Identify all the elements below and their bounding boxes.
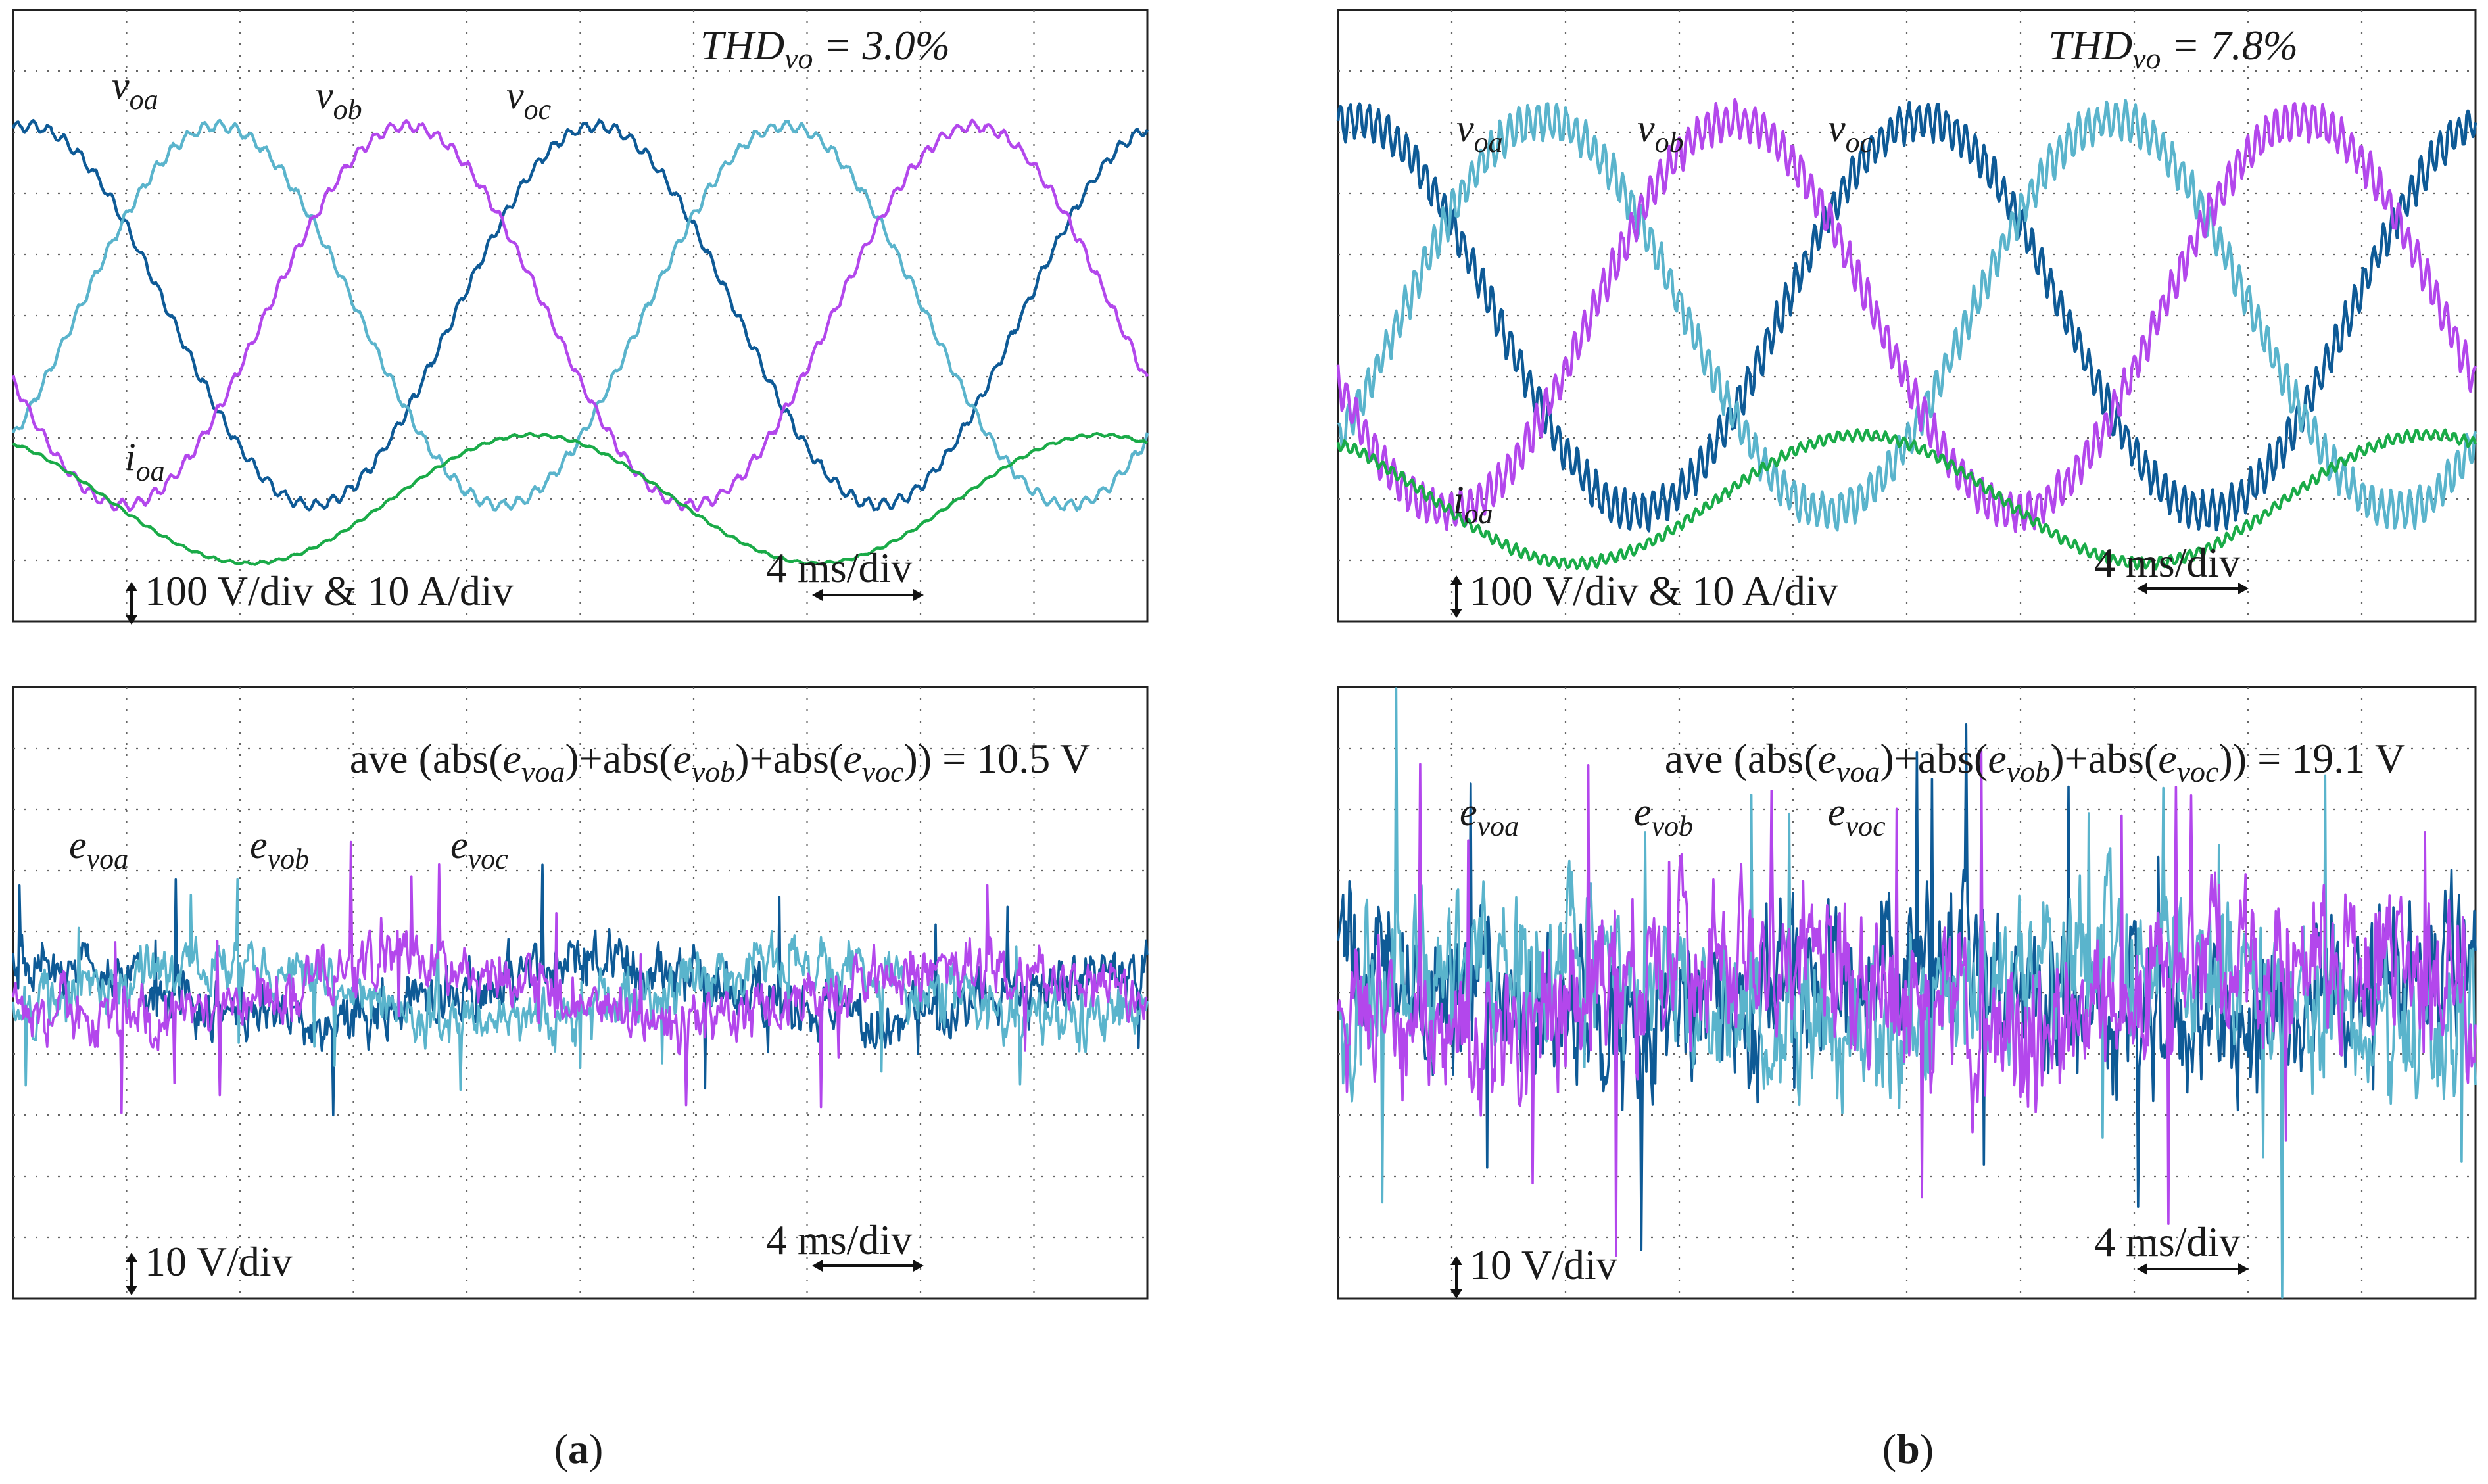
caption-a: (a) bbox=[554, 1425, 604, 1472]
trace-v-oa bbox=[1336, 101, 2477, 533]
series-label-e-voa: evoa bbox=[69, 823, 128, 875]
trace-i-oa bbox=[1336, 428, 2477, 571]
series-label-e-voc: evoc bbox=[1828, 790, 1886, 842]
chart-title: THDvo = 7.8% bbox=[2048, 22, 2298, 75]
time-div-arrow bbox=[2137, 583, 2249, 594]
series-label-v-ob: vob bbox=[1637, 107, 1684, 158]
series-label-v-oc: voc bbox=[506, 74, 552, 126]
trace-e-voc bbox=[12, 840, 1148, 1114]
chart-title: ave (abs(evoa)+abs(evob)+abs(evoc)) = 19… bbox=[1665, 735, 2406, 788]
series-label-e-vob: evob bbox=[1634, 790, 1693, 842]
panel-b-top: voa vob voc ioa THDvo = 7.8% 100 V/div & 10 A… bbox=[1336, 9, 2477, 623]
vertical-scale-arrow bbox=[126, 582, 137, 625]
series-label-e-voa: evoa bbox=[1460, 790, 1519, 842]
traces bbox=[11, 118, 1149, 566]
trace-v-oc bbox=[11, 118, 1149, 512]
series-label-e-vob: evob bbox=[250, 823, 309, 875]
caption-b: (b) bbox=[1882, 1425, 1934, 1472]
scale-label: 10 V/div bbox=[145, 1238, 293, 1285]
traces bbox=[1337, 687, 2477, 1299]
series-label-i-oa: ioa bbox=[125, 435, 165, 487]
time-div-label: 4 ms/div bbox=[2094, 539, 2240, 586]
series-label-v-ob: vob bbox=[316, 74, 362, 126]
time-div-label: 4 ms/div bbox=[766, 544, 912, 591]
series-label-v-oa: voa bbox=[112, 64, 158, 116]
time-div-arrow bbox=[812, 589, 924, 601]
trace-v-oc bbox=[1336, 97, 2477, 533]
series-label-e-voc: evoc bbox=[450, 823, 508, 875]
trace-v-ob bbox=[1337, 98, 2477, 532]
trace-e-voc bbox=[1337, 750, 2477, 1257]
vertical-scale-arrow bbox=[1450, 1256, 1462, 1299]
trace-i-oa bbox=[12, 431, 1149, 566]
time-div-label: 4 ms/div bbox=[2094, 1218, 2240, 1265]
grid bbox=[13, 10, 1147, 621]
time-div-arrow bbox=[2137, 1263, 2249, 1275]
vertical-scale-arrow bbox=[1450, 575, 1462, 618]
series-label-v-oc: voc bbox=[1828, 107, 1873, 158]
time-div-arrow bbox=[812, 1260, 924, 1272]
traces bbox=[12, 840, 1149, 1117]
scale-label: 100 V/div & 10 A/div bbox=[145, 567, 514, 614]
traces bbox=[1336, 97, 2477, 571]
panel-a-top: voa vob voc ioa THDvo = 3.0% 100 V/div & 10 A… bbox=[11, 9, 1149, 625]
grid bbox=[13, 687, 1147, 1299]
scale-label: 10 V/div bbox=[1470, 1241, 1617, 1288]
vertical-scale-arrow bbox=[126, 1253, 137, 1295]
grid bbox=[1338, 687, 2476, 1299]
series-label-i-oa: ioa bbox=[1453, 478, 1493, 530]
trace-v-ob bbox=[11, 118, 1149, 512]
chart-title: ave (abs(evoa)+abs(evob)+abs(evoc)) = 10… bbox=[350, 735, 1091, 788]
scale-label: 100 V/div & 10 A/div bbox=[1470, 567, 1838, 614]
panel-a-bottom: evoa evob evoc ave (abs(evoa)+abs(evob)+abs… bbox=[12, 686, 1149, 1300]
trace-v-oa bbox=[11, 118, 1149, 512]
series-label-v-oa: voa bbox=[1456, 107, 1503, 158]
chart-title: THDvo = 3.0% bbox=[700, 22, 950, 75]
time-div-label: 4 ms/div bbox=[766, 1216, 912, 1263]
